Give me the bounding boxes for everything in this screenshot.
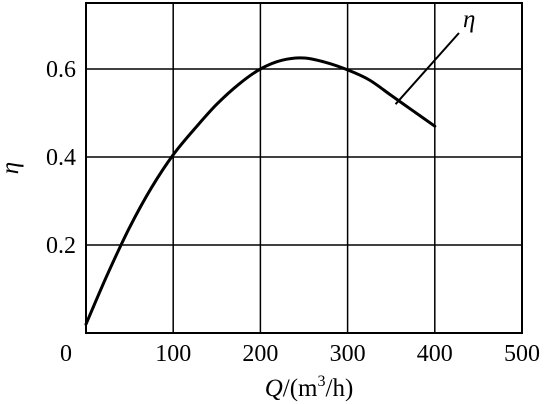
x-tick-labels: 0 100 200 300 400 500 [60,341,540,367]
x-tick-label: 200 [242,341,278,367]
x-axis-symbol: Q [265,375,283,402]
series-leader-line [394,32,460,105]
x-tick-label: 0 [60,341,72,367]
efficiency-curve [84,56,437,326]
x-axis-unit: /(m [283,375,318,402]
series-label: η [463,6,475,33]
x-axis-unit-end: /h) [326,375,354,402]
x-tick-label: 500 [504,341,540,367]
x-axis-label: Q/(m3/h) [265,373,354,402]
x-tick-label: 100 [155,341,191,367]
y-tick-label: 0.4 [46,145,76,171]
y-tick-label: 0.6 [46,57,76,83]
y-tick-labels: 0.2 0.4 0.6 [46,57,76,259]
x-tick-label: 400 [417,341,453,367]
plot-frame [85,2,523,334]
x-axis-unit-exponent: 3 [318,373,326,390]
y-axis-label: η [0,162,24,174]
x-tick-label: 300 [330,341,366,367]
y-tick-label: 0.2 [46,233,76,259]
grid [86,3,522,333]
